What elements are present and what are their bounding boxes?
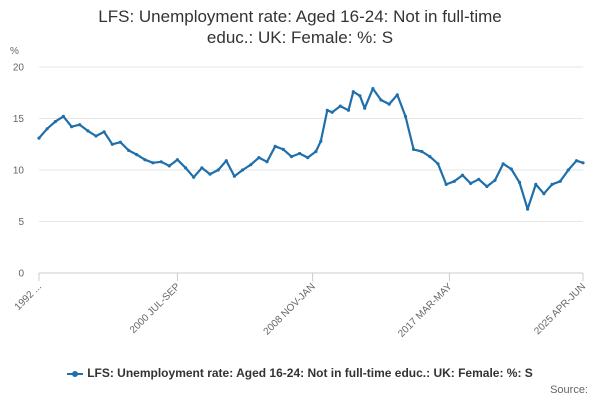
data-point[interactable]	[338, 104, 342, 108]
data-point[interactable]	[351, 90, 355, 94]
data-point[interactable]	[395, 93, 399, 97]
data-point[interactable]	[493, 178, 497, 182]
chart-title-line-2: educ.: UK: Female: %: S	[206, 28, 394, 47]
data-point[interactable]	[281, 147, 285, 151]
data-point[interactable]	[469, 181, 473, 185]
data-point[interactable]	[558, 179, 562, 183]
data-point[interactable]	[232, 174, 236, 178]
data-point[interactable]	[216, 168, 220, 172]
data-point[interactable]	[118, 140, 122, 144]
data-point[interactable]	[460, 173, 465, 177]
x-tick-label: 1992 ...	[13, 281, 44, 312]
x-tick-label: 2008 NOV-JAN	[262, 281, 318, 337]
chart-title: LFS: Unemployment rate: Aged 16-24: Not …	[0, 6, 600, 48]
data-point[interactable]	[167, 164, 171, 168]
data-point[interactable]	[175, 158, 179, 162]
data-point[interactable]	[110, 142, 114, 146]
data-point[interactable]	[127, 148, 131, 152]
x-tick-label: 2025 APR-JUN	[532, 281, 588, 337]
y-tick-label: 15	[13, 114, 25, 125]
data-point[interactable]	[257, 156, 261, 160]
y-tick-label: 0	[18, 269, 24, 280]
data-point[interactable]	[184, 166, 188, 170]
data-point[interactable]	[249, 163, 253, 167]
data-point[interactable]	[574, 159, 579, 163]
data-point[interactable]	[477, 177, 481, 181]
data-point[interactable]	[387, 102, 391, 106]
data-point[interactable]	[37, 136, 41, 140]
data-point[interactable]	[330, 110, 334, 114]
data-point[interactable]	[135, 153, 139, 157]
data-point[interactable]	[517, 180, 522, 184]
data-point[interactable]	[550, 182, 554, 186]
data-point[interactable]	[61, 114, 65, 118]
data-point[interactable]	[224, 159, 228, 163]
data-point[interactable]	[444, 182, 448, 186]
data-point[interactable]	[436, 162, 440, 166]
data-point[interactable]	[143, 158, 147, 162]
data-point[interactable]	[265, 160, 269, 164]
x-tick-label: 2000 JUL-SEP	[128, 281, 183, 336]
series-layer	[37, 87, 585, 211]
data-point[interactable]	[581, 161, 585, 165]
data-point[interactable]	[319, 139, 323, 143]
data-point[interactable]	[526, 207, 530, 211]
data-point[interactable]	[325, 108, 329, 112]
legend[interactable]: LFS: Unemployment rate: Aged 16-24: Not …	[0, 366, 600, 380]
data-point[interactable]	[151, 161, 155, 165]
data-point[interactable]	[542, 192, 546, 196]
data-point[interactable]	[485, 184, 489, 189]
chart-title-line-1: LFS: Unemployment rate: Aged 16-24: Not …	[98, 7, 502, 26]
data-point[interactable]	[273, 144, 277, 148]
data-point[interactable]	[192, 175, 196, 179]
data-point[interactable]	[358, 94, 362, 98]
data-point[interactable]	[306, 156, 310, 160]
data-point[interactable]	[403, 114, 408, 118]
y-axis-unit-label: %	[10, 46, 19, 57]
data-point[interactable]	[509, 167, 513, 171]
data-point[interactable]	[428, 155, 432, 159]
data-point[interactable]	[159, 160, 163, 164]
data-point[interactable]	[379, 98, 383, 102]
legend-label: LFS: Unemployment rate: Aged 16-24: Not …	[87, 366, 533, 380]
data-point[interactable]	[371, 87, 375, 91]
y-tick-label: 20	[13, 63, 25, 74]
data-point[interactable]	[208, 172, 212, 176]
data-point[interactable]	[78, 123, 82, 127]
data-point[interactable]	[289, 155, 294, 159]
data-point[interactable]	[200, 166, 204, 170]
data-point[interactable]	[241, 168, 245, 172]
data-point[interactable]	[70, 125, 74, 129]
legend-swatch-icon	[67, 370, 84, 377]
data-point[interactable]	[452, 179, 456, 183]
data-point[interactable]	[501, 162, 505, 166]
data-point[interactable]	[45, 127, 49, 131]
x-tick-label: 2017 MAR-MAY	[396, 281, 455, 340]
data-point[interactable]	[94, 134, 98, 138]
x-axis-ticks: 1992 ... 2000 JUL-SEP 2008 NOV-JAN 2017 MAR…	[13, 273, 588, 340]
data-point[interactable]	[86, 129, 90, 133]
data-point[interactable]	[346, 108, 351, 112]
data-point[interactable]	[53, 120, 57, 124]
gridlines	[39, 66, 583, 274]
y-tick-label: 10	[13, 166, 25, 177]
source-label: Source:	[550, 384, 588, 396]
y-tick-label: 5	[18, 217, 24, 228]
data-point[interactable]	[566, 168, 570, 172]
data-point[interactable]	[534, 182, 538, 186]
data-point[interactable]	[420, 149, 424, 154]
y-axis-ticks: 0 5 10 15 20	[13, 63, 25, 280]
data-point[interactable]	[363, 106, 367, 110]
series-line[interactable]	[37, 87, 585, 211]
data-point[interactable]	[298, 151, 302, 156]
data-point[interactable]	[412, 147, 416, 151]
data-point[interactable]	[314, 149, 318, 154]
data-point[interactable]	[102, 130, 106, 134]
